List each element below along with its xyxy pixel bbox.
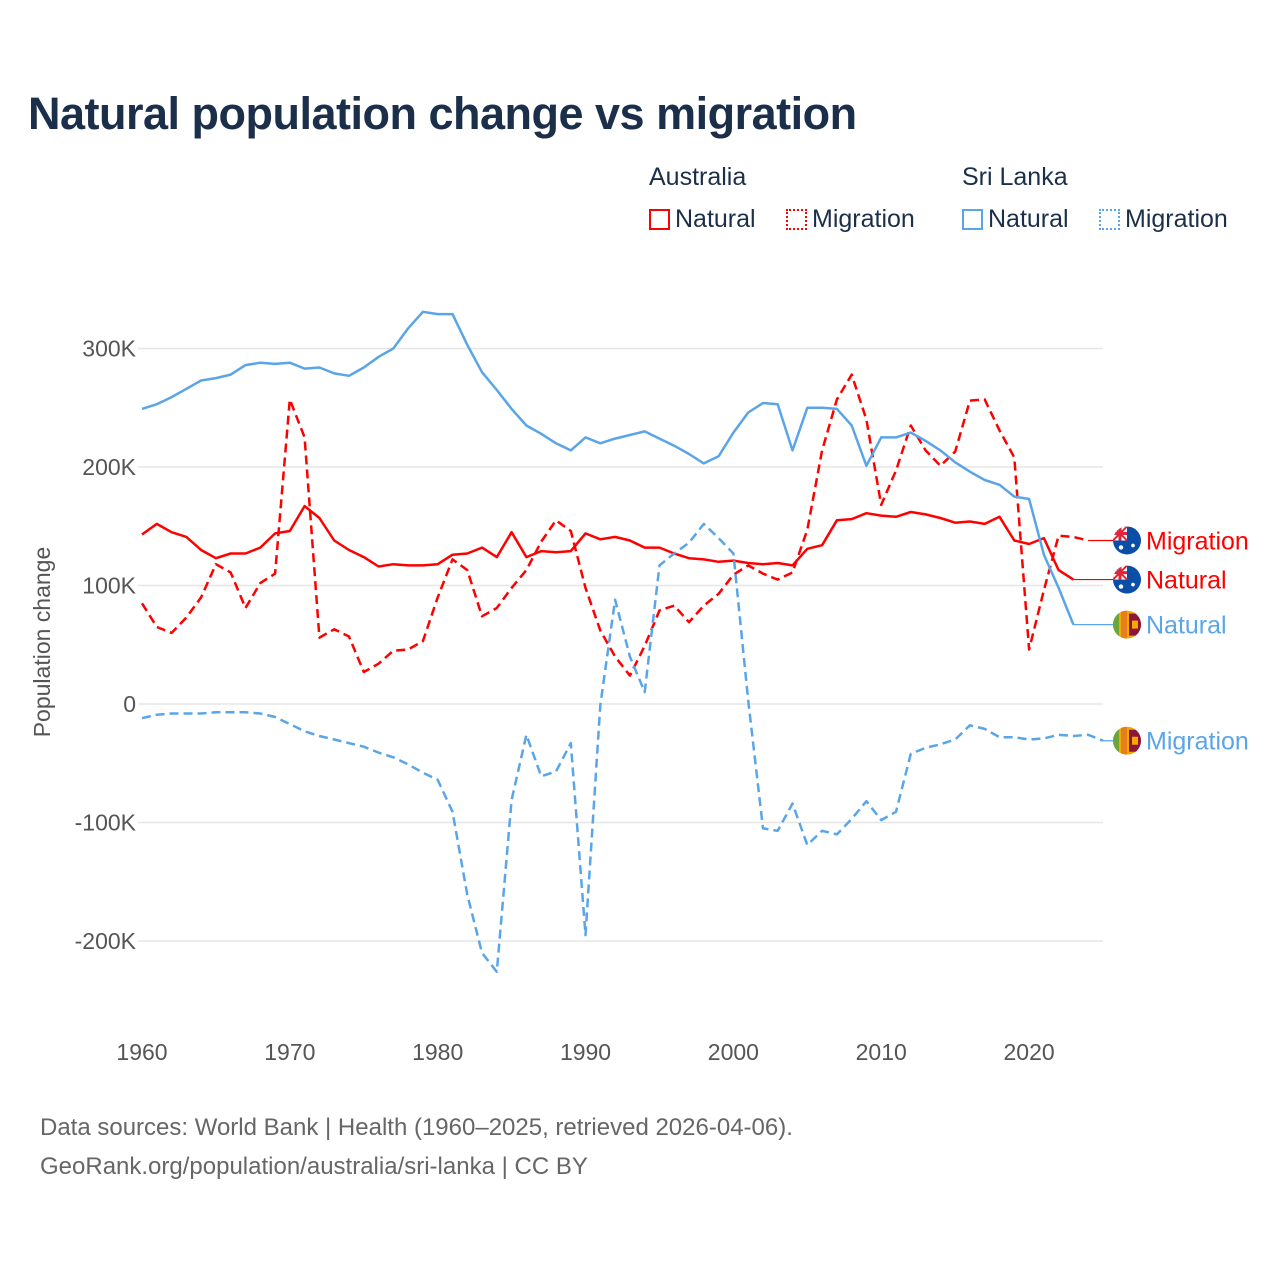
series-end-label: Migration bbox=[1146, 728, 1249, 756]
australia-flag-icon bbox=[1113, 526, 1141, 555]
flag-body bbox=[1113, 610, 1141, 639]
flag-body bbox=[1113, 526, 1141, 555]
series-line-australia-migration bbox=[140, 373, 1089, 677]
flag-orange-band bbox=[1121, 726, 1127, 755]
footer: Data sources: World Bank | Health (1960–… bbox=[40, 1108, 793, 1186]
x-tick-label: 1970 bbox=[264, 1039, 315, 1065]
x-tick-label: 2020 bbox=[1003, 1039, 1054, 1065]
series-line-australia-natural bbox=[141, 504, 1075, 581]
y-axis-label: Population change bbox=[29, 547, 55, 738]
legend-label: Natural bbox=[988, 205, 1069, 233]
legend-item-sri-lanka-natural[interactable]: Natural bbox=[962, 205, 1069, 234]
x-tick-label: 1960 bbox=[116, 1039, 167, 1065]
flag-body bbox=[1113, 565, 1141, 594]
x-tick-label: 2000 bbox=[708, 1039, 759, 1065]
series-end-label: Natural bbox=[1146, 612, 1227, 640]
series-line-sri-lanka-migration bbox=[141, 522, 1104, 974]
flag-star bbox=[1131, 543, 1135, 548]
y-tick-label: -100K bbox=[75, 810, 137, 836]
y-tick-label: 300K bbox=[82, 336, 136, 362]
legend-label: Migration bbox=[812, 205, 915, 233]
australia-flag-icon bbox=[1113, 565, 1141, 594]
legend-swatch-dotted bbox=[786, 209, 807, 230]
series-end-label: Migration bbox=[1146, 527, 1249, 555]
y-tick-label: -200K bbox=[75, 928, 137, 954]
x-tick-label: 2010 bbox=[856, 1039, 907, 1065]
flag-cross bbox=[1113, 565, 1127, 580]
legend-label: Migration bbox=[1125, 205, 1228, 233]
data-source-text: Data sources: World Bank | Health (1960–… bbox=[40, 1114, 793, 1141]
legend-item-australia-migration[interactable]: Migration bbox=[786, 205, 915, 234]
flag-green-band bbox=[1113, 726, 1119, 755]
flag-cross bbox=[1113, 526, 1127, 541]
sri-lanka-flag-icon bbox=[1113, 726, 1141, 755]
flag-green-band bbox=[1113, 610, 1119, 639]
flag-lion bbox=[1132, 620, 1138, 629]
sri-lanka-flag-icon bbox=[1113, 610, 1141, 639]
flag-lion bbox=[1132, 736, 1138, 745]
flag-body bbox=[1113, 726, 1141, 755]
flag-star bbox=[1118, 584, 1124, 589]
series-line-sri-lanka-natural bbox=[141, 310, 1075, 626]
legend-item-australia-natural[interactable]: Natural bbox=[649, 205, 756, 234]
legend-group-title: Sri Lanka bbox=[962, 163, 1068, 191]
x-tick-label: 1990 bbox=[560, 1039, 611, 1065]
legend-swatch-solid bbox=[649, 209, 670, 230]
legend-swatch-solid bbox=[962, 209, 983, 230]
y-tick-label: 100K bbox=[82, 573, 136, 599]
y-tick-label: 200K bbox=[82, 454, 136, 480]
y-tick-label: 0 bbox=[123, 691, 136, 717]
flag-star bbox=[1131, 582, 1135, 587]
flag-star bbox=[1118, 545, 1124, 550]
chart-title: Natural population change vs migration bbox=[28, 88, 857, 139]
legend-item-sri-lanka-migration[interactable]: Migration bbox=[1099, 205, 1228, 234]
series-end-label: Natural bbox=[1146, 567, 1227, 595]
x-tick-label: 1980 bbox=[412, 1039, 463, 1065]
attribution-link[interactable]: GeoRank.org/population/australia/sri-lan… bbox=[40, 1153, 588, 1180]
legend-label: Natural bbox=[675, 205, 756, 233]
legend-swatch-dotted bbox=[1099, 209, 1120, 230]
flag-orange-band bbox=[1121, 610, 1127, 639]
legend-group-title: Australia bbox=[649, 163, 747, 191]
